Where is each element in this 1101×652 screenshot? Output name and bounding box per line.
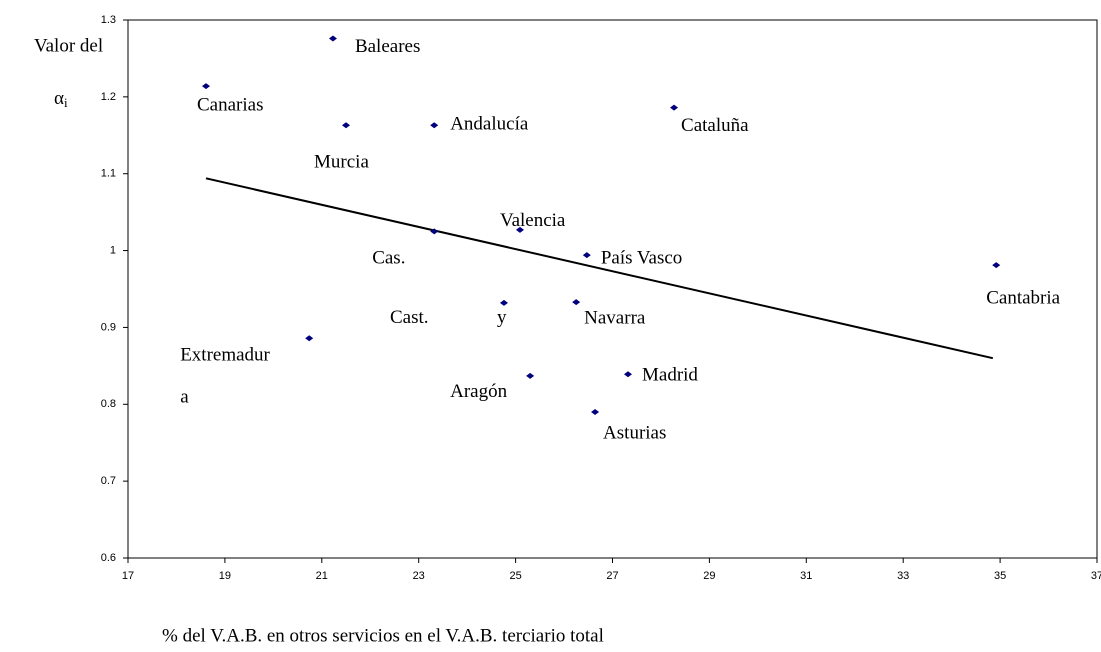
point-label: País Vasco: [601, 248, 682, 269]
point-label: Navarra: [584, 307, 646, 328]
point-label: Andalucía: [450, 114, 529, 135]
point-label: Madrid: [642, 365, 698, 386]
y-axis-symbol: αi: [54, 88, 68, 110]
y-tick-label: 1: [110, 244, 116, 256]
x-tick-label: 25: [509, 570, 521, 582]
point: [342, 122, 351, 129]
point-label: Extremadur: [180, 345, 270, 366]
y-tick-label: 0.8: [101, 398, 116, 410]
x-tick-label: 33: [897, 570, 909, 582]
point-label: Cantabria: [986, 288, 1060, 309]
point-label: Asturias: [603, 422, 666, 443]
x-tick-label: 17: [122, 570, 134, 582]
point-label: y: [497, 307, 507, 328]
point-label: Cataluña: [681, 115, 749, 136]
y-axis-symbol-main: α: [54, 88, 64, 109]
point: [430, 122, 439, 129]
point: [582, 252, 591, 259]
x-tick-label: 35: [994, 570, 1006, 582]
point: [305, 335, 314, 342]
x-tick-label: 37: [1091, 570, 1101, 582]
x-tick-label: 19: [219, 570, 231, 582]
point-label: Aragón: [450, 381, 507, 402]
point: [202, 83, 211, 90]
x-tick-label: 21: [316, 570, 328, 582]
y-tick-label: 1.3: [101, 14, 116, 26]
point: [992, 262, 1001, 269]
y-axis-label: Valor del: [34, 35, 103, 56]
point: [328, 35, 337, 42]
point: [572, 299, 581, 306]
y-tick-label: 1.1: [101, 168, 116, 180]
y-tick-label: 0.7: [101, 475, 116, 487]
point: [526, 372, 535, 379]
point-label: a: [180, 387, 189, 408]
point: [670, 104, 679, 111]
point-label: Valencia: [500, 210, 566, 231]
x-tick-label: 31: [800, 570, 812, 582]
point: [430, 228, 439, 235]
point-label: Murcia: [314, 152, 369, 173]
y-tick-label: 1.2: [101, 91, 116, 103]
y-tick-label: 0.9: [101, 321, 116, 333]
x-tick-label: 27: [606, 570, 618, 582]
point-label: Baleares: [355, 36, 420, 57]
x-tick-label: 29: [703, 570, 715, 582]
trend-line: [205, 177, 994, 360]
plot-area: [127, 19, 1098, 559]
point-label: Canarias: [197, 94, 263, 115]
point-label: Cast.: [390, 307, 429, 328]
point: [515, 226, 524, 233]
point: [624, 371, 633, 378]
point: [591, 408, 600, 415]
y-tick-label: 0.6: [101, 552, 116, 564]
x-tick-label: 23: [413, 570, 425, 582]
x-axis-label: % del V.A.B. en otros servicios en el V.…: [162, 625, 604, 646]
point: [499, 299, 508, 306]
point-label: Cas.: [372, 248, 405, 269]
y-axis-symbol-sub: i: [64, 95, 68, 110]
